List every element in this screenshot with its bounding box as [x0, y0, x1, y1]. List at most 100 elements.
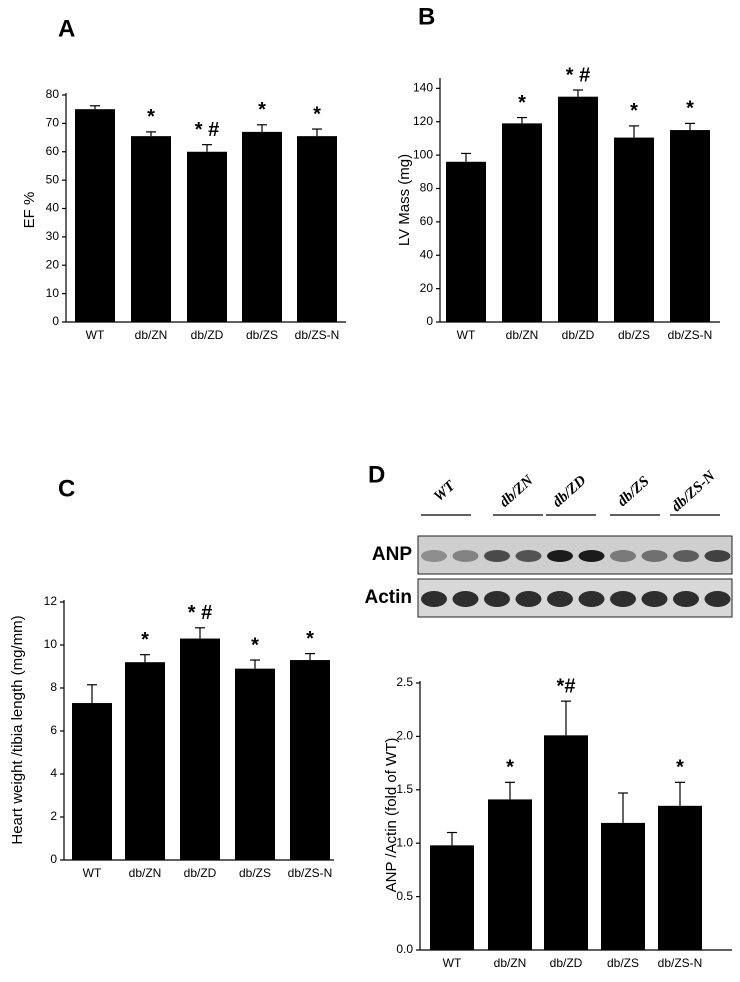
blot-group-label: WT: [431, 478, 459, 506]
annotation: *: [251, 634, 259, 656]
y-axis-label: LV Mass (mg): [396, 154, 413, 246]
blot-band: [484, 591, 510, 607]
panel-label: D: [368, 461, 385, 488]
blot-band: [673, 550, 699, 562]
bar: [544, 735, 588, 950]
blot-band: [610, 550, 636, 562]
x-tick-label: db/ZN: [494, 956, 527, 970]
y-tick-label: 2.5: [396, 675, 413, 689]
y-tick-label: 6: [50, 723, 57, 737]
x-tick-label: db/ZS: [618, 328, 650, 342]
blot-band: [421, 591, 447, 607]
x-tick-label: WT: [83, 866, 102, 880]
x-tick-label: db/ZD: [550, 956, 583, 970]
bar: [488, 799, 532, 950]
y-tick-label: 4: [50, 766, 57, 780]
bar: [502, 123, 542, 323]
y-tick-label: 12: [44, 594, 58, 608]
y-tick-label: 100: [413, 147, 433, 161]
bar: [131, 136, 171, 322]
blot-row-label: Actin: [365, 587, 413, 608]
blot-band: [673, 591, 699, 607]
bar: [558, 96, 598, 322]
x-tick-label: db/ZS: [239, 866, 271, 880]
x-tick-label: db/ZS-N: [668, 328, 713, 342]
y-tick-label: 2.0: [396, 729, 413, 743]
blot-band: [547, 550, 573, 562]
bar: [446, 161, 486, 322]
blot-band: [421, 550, 447, 562]
bar: [235, 668, 275, 860]
blot-band: [578, 591, 605, 607]
panel-label: B: [418, 3, 435, 30]
blot-band: [547, 591, 573, 607]
x-tick-label: WT: [86, 328, 105, 342]
bar: [614, 137, 654, 322]
blot-group-label: db/ZN: [497, 472, 538, 511]
x-tick-label: db/ZS-N: [288, 866, 333, 880]
y-tick-label: 60: [46, 144, 60, 158]
annotation: *#: [557, 675, 576, 697]
annotation: *: [630, 100, 638, 122]
y-tick-label: 0.0: [396, 942, 413, 956]
blot-band: [610, 591, 636, 607]
blot-band: [452, 591, 479, 607]
y-tick-label: 120: [413, 114, 433, 128]
blot-band: [578, 550, 605, 562]
bar: [430, 845, 474, 950]
x-tick-label: WT: [457, 328, 476, 342]
y-tick-label: 1.5: [396, 782, 413, 796]
bar: [297, 136, 337, 322]
panel-label: C: [58, 475, 75, 502]
y-tick-label: 70: [46, 116, 60, 130]
blot-band: [515, 550, 542, 562]
y-tick-label: 20: [46, 257, 60, 271]
y-tick-label: 0.5: [396, 889, 413, 903]
annotation: * #: [188, 602, 212, 624]
bar: [180, 638, 220, 860]
annotation: * #: [566, 64, 590, 86]
y-tick-label: 80: [46, 87, 60, 101]
blot-group-label: db/ZS-N: [669, 467, 720, 515]
blot-group-label: db/ZD: [550, 472, 590, 510]
annotation: *: [686, 98, 694, 120]
x-tick-label: db/ZS: [246, 328, 278, 342]
y-tick-label: 50: [46, 172, 60, 186]
annotation: *: [676, 757, 684, 779]
blot-band: [641, 550, 668, 562]
annotation: *: [306, 628, 314, 650]
bar: [75, 109, 115, 322]
annotation: *: [258, 99, 266, 121]
x-tick-label: db/ZN: [506, 328, 539, 342]
y-axis-label: EF %: [21, 192, 38, 229]
y-tick-label: 1.0: [396, 835, 413, 849]
blot-band: [515, 591, 542, 607]
bar: [658, 805, 702, 950]
y-tick-label: 60: [420, 214, 434, 228]
y-tick-label: 0: [426, 314, 433, 328]
bar: [670, 130, 710, 322]
blot-band: [452, 550, 479, 562]
annotation: *: [141, 629, 149, 651]
y-tick-label: 0: [50, 852, 57, 866]
x-tick-label: db/ZN: [135, 328, 168, 342]
y-axis-label: Heart weight /tibia length (mg/mm): [9, 615, 26, 844]
y-tick-label: 10: [44, 637, 58, 651]
annotation: *: [518, 92, 526, 114]
bar: [242, 131, 282, 322]
y-tick-label: 140: [413, 81, 433, 95]
annotation: *: [313, 103, 321, 125]
y-tick-label: 40: [46, 201, 60, 215]
x-tick-label: db/ZD: [184, 866, 217, 880]
y-tick-label: 8: [50, 680, 57, 694]
y-tick-label: 30: [46, 229, 60, 243]
blot-band: [484, 550, 510, 562]
annotation: * #: [195, 119, 219, 141]
annotation: *: [147, 106, 155, 128]
y-tick-label: 40: [420, 247, 434, 261]
blot-band: [641, 591, 668, 607]
y-tick-label: 2: [50, 809, 57, 823]
panel-label: A: [58, 15, 75, 42]
y-tick-label: 0: [52, 314, 59, 328]
